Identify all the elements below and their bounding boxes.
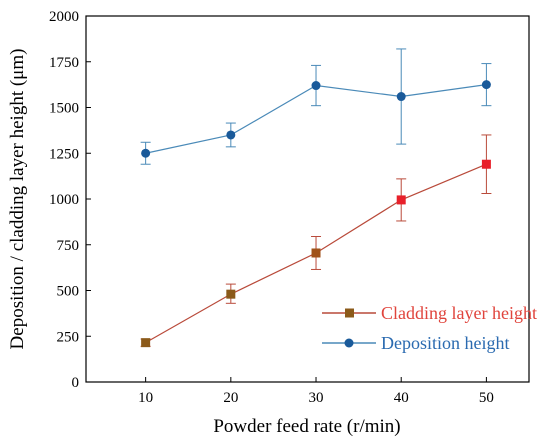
y-tick-label: 0 [72,375,80,391]
cladding-point [311,248,321,258]
y-tick-label: 250 [57,329,80,345]
legend: Cladding layer height Deposition height [322,303,537,353]
x-tick-label: 10 [138,390,153,406]
legend-cladding-marker [345,308,354,318]
y-tick-label: 750 [57,238,80,254]
x-axis-ticks: 10 20 30 40 50 [138,377,494,406]
cladding-point [141,338,151,348]
deposition-point [311,81,321,91]
x-axis-title: Powder feed rate (r/min) [213,416,400,437]
y-axis-ticks: 0 250 500 750 1000 1250 1500 1750 2000 [49,9,91,391]
cladding-point [396,195,406,205]
deposition-point [481,80,491,90]
x-tick-label: 20 [223,390,238,406]
cladding-point [481,159,491,169]
y-tick-label: 500 [57,284,80,300]
y-axis-title: Deposition / cladding layer height (μm) [7,49,28,350]
y-tick-label: 1000 [49,192,79,208]
legend-deposition-label: Deposition height [381,333,510,353]
deposition-point [226,130,236,140]
plot-area-frame [85,15,530,383]
deposition-point [141,148,151,158]
y-tick-label: 1750 [49,55,79,71]
series-layer [140,48,492,348]
legend-deposition-marker [344,338,354,348]
cladding-point [226,289,236,299]
y-tick-label: 1500 [49,101,79,117]
x-tick-label: 30 [309,390,324,406]
y-tick-label: 1250 [49,146,79,162]
x-tick-label: 40 [394,390,409,406]
legend-cladding-label: Cladding layer height [381,303,537,323]
y-tick-label: 2000 [49,9,79,25]
x-tick-label: 50 [479,390,494,406]
deposition-point [396,92,406,102]
